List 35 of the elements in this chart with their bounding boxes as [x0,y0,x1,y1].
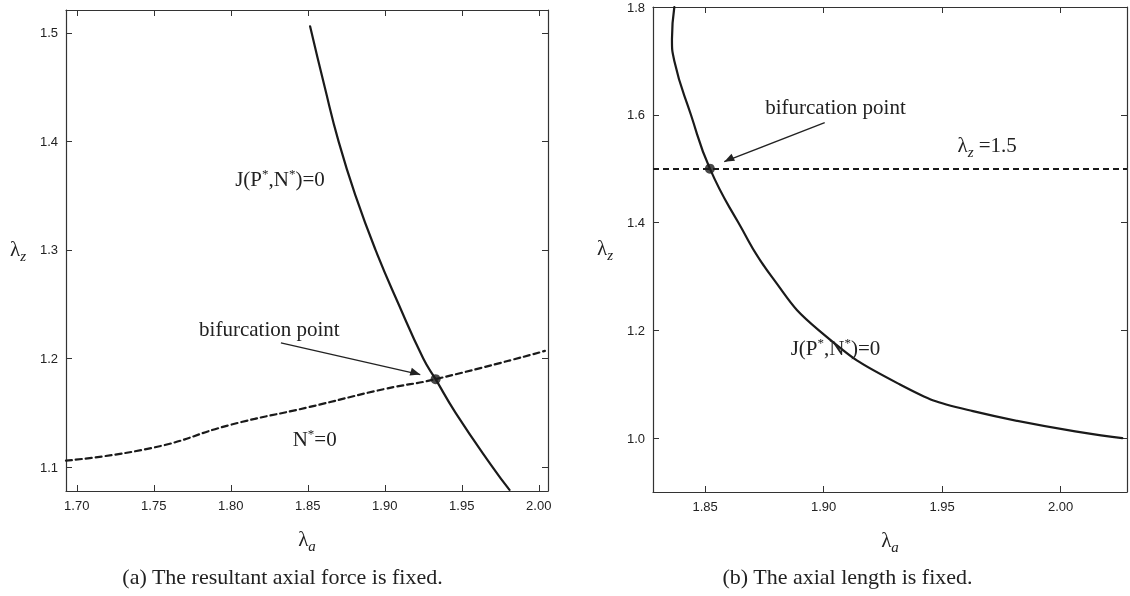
annotation: bifurcation point [765,94,906,119]
text: (a) The resultant axial force is fixed. [122,563,443,589]
line-series [670,5,1124,440]
y-tick-label: 1.2 [39,351,58,367]
x-axis-title: λ$_{a}$ [298,526,316,554]
y-tick-label: 1.3 [39,242,58,258]
annotation: J(P$^{*}$,N$^{*}$)=0 [235,165,325,191]
x-tick-label: 1.85 [295,498,321,513]
y-tick-label: 1.4 [39,133,58,149]
y-tick-label: 1.4 [626,215,645,231]
x-axis-title: λ$_{a}$ [881,527,899,555]
x-tick-label: 2.00 [526,498,552,513]
y-tick-label: 1.5 [39,25,58,41]
ref-line-label: λ$_{z}$ =1.5 [957,132,1017,160]
x-tick-label: 1.75 [141,498,167,513]
y-axis-title: λ$_{z}$ [596,235,614,262]
y-tick-label: 1.2 [626,322,645,338]
x-tick-label: 1.95 [449,498,475,513]
y-tick-label: 1.8 [626,0,645,15]
x-tick-label: 1.90 [810,499,837,514]
x-tick-label: 1.90 [372,498,398,513]
annotation: J(P$^{*}$,N$^{*}$)=0 [790,334,881,360]
x-tick-label: 1.70 [64,498,90,513]
x-tick-label: 1.85 [692,499,718,514]
y-tick-label: 1.0 [626,430,645,446]
x-tick-label: 1.95 [929,499,955,514]
annotation: bifurcation point [199,316,340,341]
y-tick-label: 1.1 [39,459,58,475]
x-tick-label: 1.80 [218,498,244,513]
x-tick-label: 2.00 [1047,499,1074,514]
annotation: N$^{*}$=0 [292,425,337,451]
y-tick-label: 1.6 [626,107,645,123]
line-series [64,349,547,462]
text: (b) The axial length is fixed. [722,563,973,589]
y-axis-title: λ$_{z}$ [9,236,27,263]
